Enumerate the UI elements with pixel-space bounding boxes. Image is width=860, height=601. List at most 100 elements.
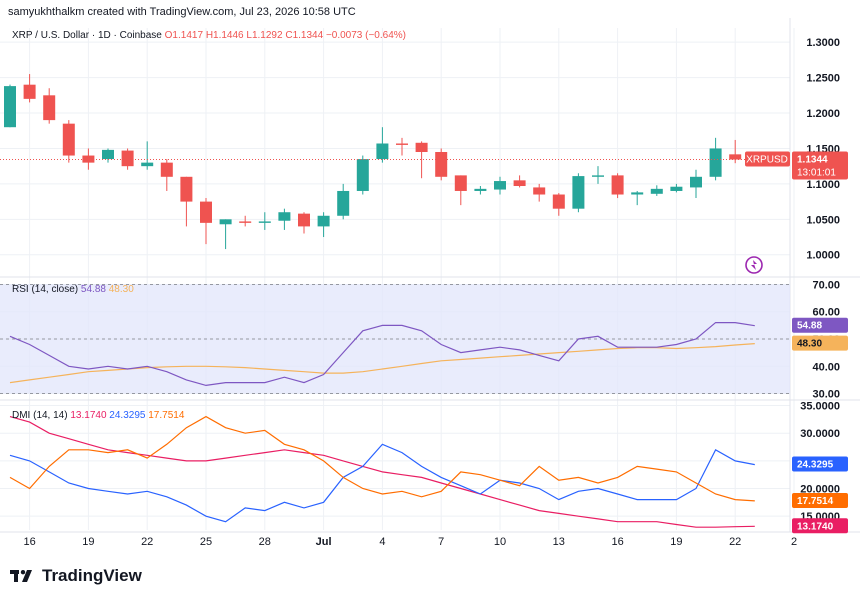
candle-body	[82, 155, 95, 163]
dmi-adx-value-tag-label: 13.1740	[797, 521, 834, 532]
x-axis-tick-label: 4	[379, 536, 385, 548]
rsi-ma-value-tag	[792, 335, 848, 351]
candle-body	[62, 123, 75, 156]
candle-body	[219, 219, 232, 225]
x-axis-tick-label: 2	[791, 536, 797, 548]
dmi-adx-value-tag	[792, 518, 848, 534]
price-legend-value: L1.1292	[246, 30, 285, 41]
x-axis-tick-label: 7	[438, 536, 444, 548]
candle-body	[611, 175, 624, 195]
price-axis-tick-label: 1.2000	[806, 108, 840, 120]
rsi-band	[0, 283, 790, 395]
dmi-legend-title: DMI (14, 14)	[12, 410, 70, 421]
candle-body	[43, 95, 56, 121]
candle-body	[317, 215, 330, 227]
rsi-axis-tick-label: 30.00	[812, 389, 840, 401]
candle-body	[454, 175, 467, 191]
tradingview-logo-icon	[10, 570, 32, 582]
dmi-plus-di-value-tag	[792, 456, 848, 472]
candle-body	[239, 221, 252, 223]
candle-body	[650, 188, 663, 194]
price-axis-tick-label: 1.2500	[806, 73, 840, 85]
candle-body	[180, 176, 193, 202]
price-axis-tick-label: 1.1000	[806, 179, 840, 191]
dmi-axis-tick-label: 35.0000	[800, 401, 840, 413]
x-axis-tick-label: Jul	[316, 536, 332, 548]
price-tag-value: 1.1344	[797, 155, 828, 166]
rsi-band-fill	[0, 284, 790, 394]
rsi-panel[interactable]	[9, 322, 755, 387]
price-legend-title: XRP / U.S. Dollar · 1D · Coinbase	[12, 30, 165, 41]
candle-body	[160, 162, 173, 177]
price-axis-tick-label: 1.3000	[806, 37, 840, 49]
candle-body	[592, 175, 604, 177]
dmi-legend-value: 17.7514	[148, 410, 185, 421]
candle-body	[102, 149, 114, 160]
x-axis-tick-label: 28	[259, 536, 271, 548]
candle-body	[513, 180, 526, 187]
price-legend: XRP / U.S. Dollar · 1D · Coinbase O1.141…	[12, 30, 406, 41]
rsi-legend-title: RSI (14, close)	[12, 284, 81, 295]
x-axis-tick-label: 16	[23, 536, 35, 548]
candle-body	[552, 194, 565, 209]
candle-body	[690, 176, 702, 188]
brand-name: TradingView	[42, 566, 142, 585]
x-axis-tick-label: 22	[141, 536, 153, 548]
value-tags: XRPUSD 1.1344 13:01:01 54.88 48.30 24.3295 17.…	[745, 151, 848, 534]
dmi-axis-tick-label: 30.0000	[800, 428, 840, 440]
dmi-plus-di-line	[9, 443, 755, 523]
rsi-ma-value-tag-label: 48.30	[797, 339, 822, 350]
symbol-tag	[745, 151, 790, 167]
candle-body	[337, 190, 350, 216]
candle-body	[396, 143, 408, 145]
dmi-panel[interactable]	[9, 415, 755, 528]
replay-icon-ring	[745, 256, 763, 274]
candle-body	[376, 143, 389, 160]
rsi-legend-value: 48.30	[109, 284, 134, 295]
dmi-minus-di-value-tag	[792, 492, 848, 508]
candle-body	[298, 213, 310, 227]
candle-body	[670, 186, 683, 191]
rsi-value-tag-label: 54.88	[797, 321, 822, 332]
x-axis-tick-label: 13	[553, 536, 565, 548]
candle-body	[278, 212, 291, 221]
price-panel[interactable]	[0, 74, 790, 250]
candle-body	[23, 84, 36, 99]
chart-credit: samyukhthalkm created with TradingView.c…	[8, 6, 356, 18]
dmi-legend-value: 24.3295	[109, 410, 148, 421]
rsi-line	[9, 322, 755, 387]
dmi-legend-value: 13.1740	[70, 410, 109, 421]
replay-icon-bolt	[751, 260, 757, 270]
rsi-value-tag	[792, 317, 848, 333]
price-axis-tick-label: 1.0000	[806, 250, 840, 262]
candle-body	[121, 150, 134, 167]
dmi-plus-di-value-tag-label: 24.3295	[797, 460, 834, 471]
price-tag	[792, 151, 848, 180]
x-axis-tick-label: 25	[200, 536, 212, 548]
x-axis-tick-label: 16	[611, 536, 623, 548]
candle-body	[415, 142, 428, 152]
x-axis-tick-label: 19	[670, 536, 682, 548]
dmi-legend: DMI (14, 14) 13.1740 24.3295 17.7514	[12, 410, 185, 421]
candle-body	[474, 188, 487, 191]
x-axis-tick-label: 22	[729, 536, 741, 548]
dmi-minus-di-value-tag-label: 17.7514	[797, 496, 834, 507]
candle-body	[258, 221, 271, 223]
rsi-axis-tick-label: 40.00	[812, 361, 840, 373]
price-legend-value: −0.0073 (−0.64%)	[326, 30, 406, 41]
dmi-minus-di-line	[9, 415, 755, 502]
price-legend-value: O1.1417	[165, 30, 206, 41]
price-legend-value: H1.1446	[206, 30, 247, 41]
tradingview-brand[interactable]: TradingView	[10, 566, 142, 586]
candle-body	[435, 152, 448, 177]
price-tag-countdown: 13:01:01	[797, 168, 836, 179]
candle-body	[4, 86, 16, 128]
candle-body	[200, 201, 212, 223]
grid-lines	[0, 18, 860, 533]
price-legend-value: C1.1344	[285, 30, 326, 41]
chart-canvas: 16 19 22 25 28 Jul 4 7 10 13 16 19 22 21.30001.25001.…	[0, 18, 860, 548]
candle-body	[631, 192, 644, 195]
x-axis-tick-label: 10	[494, 536, 506, 548]
legends: XRP / U.S. Dollar · 1D · Coinbase O1.141…	[12, 30, 406, 421]
rsi-axis-tick-label: 70.00	[812, 279, 840, 291]
